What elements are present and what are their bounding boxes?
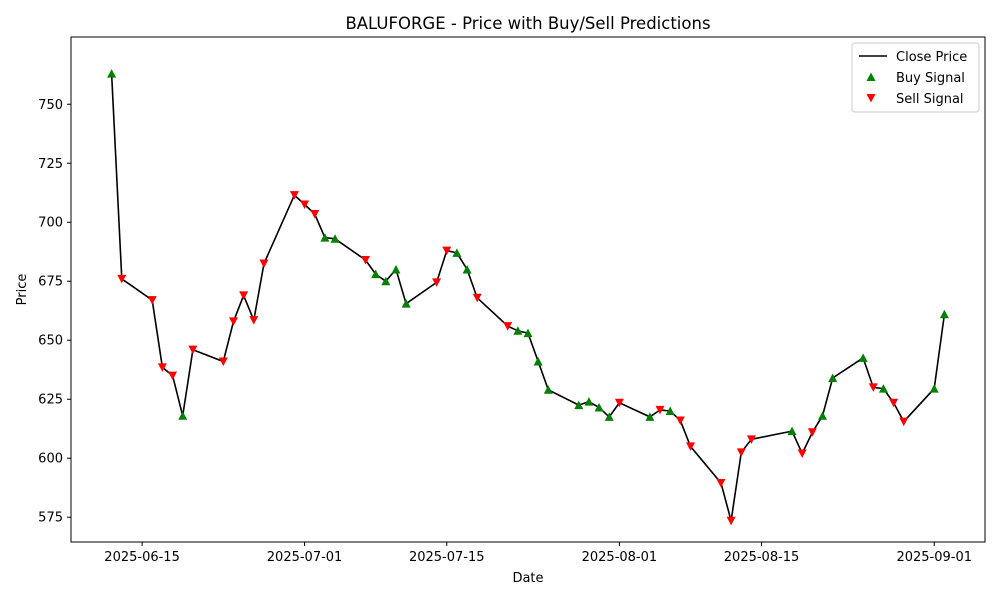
x-tick-label: 2025-07-01: [267, 550, 343, 565]
sell-signal-marker: [289, 191, 299, 200]
x-axis-label: Date: [512, 571, 543, 586]
signal-markers: [107, 69, 949, 526]
legend-buy-triangle-icon: [866, 72, 876, 81]
buy-signal-marker: [462, 264, 472, 274]
sell-signal-marker: [300, 200, 310, 210]
sell-signal-marker: [807, 428, 817, 437]
buy-signal-marker: [452, 248, 462, 257]
buy-signal-marker: [878, 384, 888, 393]
sell-signal-marker: [218, 357, 228, 366]
buy-signal-marker: [787, 426, 797, 436]
sell-signal-marker: [868, 383, 878, 392]
buy-signal-marker: [371, 269, 381, 279]
x-tick-label: 2025-09-01: [896, 550, 972, 565]
x-tick-label: 2025-08-01: [582, 550, 658, 565]
y-tick-label: 725: [38, 157, 63, 172]
buy-signal-marker: [574, 400, 584, 410]
y-tick-label: 600: [38, 452, 63, 467]
sell-signal-marker: [746, 435, 756, 444]
buy-signal-marker: [858, 353, 868, 362]
sell-signal-marker: [503, 322, 513, 331]
sell-signal-marker: [249, 316, 259, 325]
buy-signal-marker: [594, 402, 604, 412]
buy-signal-marker: [523, 328, 533, 338]
plot-area: [71, 37, 985, 542]
sell-signal-marker: [889, 398, 899, 408]
sell-signal-marker: [899, 417, 909, 427]
y-tick-label: 625: [38, 393, 63, 408]
x-tick-label: 2025-06-15: [104, 550, 180, 565]
legend-label-buy-signal: Buy Signal: [896, 71, 965, 86]
legend-box: [851, 42, 980, 113]
sell-signal-marker: [685, 442, 695, 451]
buy-signal-marker: [330, 234, 340, 243]
buy-signal-marker: [107, 69, 117, 78]
sell-signal-marker: [442, 246, 452, 256]
chart-title: BALUFORGE - Price with Buy/Sell Predicti…: [345, 14, 710, 33]
sell-signal-marker: [361, 256, 371, 265]
sell-signal-marker: [228, 317, 238, 326]
sell-signal-marker: [117, 274, 127, 284]
sell-signal-marker: [726, 516, 736, 526]
legend: Close Price Buy Signal Sell Signal: [851, 42, 980, 113]
sell-signal-marker: [259, 259, 269, 269]
buy-signal-marker: [818, 411, 828, 420]
buy-signal-marker: [381, 276, 391, 286]
sell-signal-marker: [472, 293, 482, 303]
sell-signal-marker: [147, 296, 157, 305]
sell-signal-marker: [239, 291, 249, 300]
y-tick-label: 750: [38, 98, 63, 113]
y-axis-ticks: 575 600 625 650 675 700 725 750: [38, 98, 71, 526]
y-axis-label: Price: [15, 274, 30, 306]
sell-signal-marker: [675, 416, 685, 425]
sell-signal-marker: [736, 448, 746, 457]
buy-signal-marker: [401, 299, 411, 308]
buy-signal-marker: [645, 412, 655, 421]
buy-signal-marker: [604, 412, 614, 421]
sell-signal-marker: [432, 278, 442, 287]
sell-signal-marker: [655, 405, 665, 415]
buy-signal-marker: [533, 356, 543, 366]
sell-signal-marker: [188, 345, 198, 355]
sell-signal-marker: [614, 398, 624, 408]
y-tick-label: 650: [38, 334, 63, 349]
x-tick-label: 2025-07-15: [409, 550, 485, 565]
buy-signal-marker: [939, 309, 949, 319]
buy-signal-marker: [929, 384, 939, 393]
legend-label-close-price: Close Price: [896, 50, 967, 65]
x-axis-ticks: 2025-06-15 2025-07-01 2025-07-15 2025-08-01…: [104, 542, 972, 565]
legend-sell-triangle-icon: [866, 94, 876, 103]
buy-signal-marker: [543, 385, 553, 394]
x-tick-label: 2025-08-15: [724, 550, 800, 565]
buy-signal-marker: [178, 411, 188, 420]
buy-signal-marker: [665, 406, 675, 416]
buy-signal-marker: [828, 373, 838, 382]
legend-label-sell-signal: Sell Signal: [896, 92, 964, 107]
sell-signal-marker: [716, 479, 726, 488]
buy-signal-marker: [513, 326, 523, 335]
close-price-line: [110, 73, 946, 522]
y-tick-label: 675: [38, 275, 63, 290]
sell-signal-marker: [168, 371, 178, 381]
sell-signal-marker: [797, 449, 807, 459]
buy-signal-marker: [584, 397, 594, 406]
plot-frame: [70, 36, 986, 543]
y-tick-label: 575: [38, 511, 63, 526]
sell-signal-marker: [310, 209, 320, 219]
buy-signal-marker: [391, 264, 401, 274]
sell-signal-marker: [157, 363, 167, 372]
y-tick-label: 700: [38, 216, 63, 231]
buy-signal-marker: [320, 233, 330, 242]
